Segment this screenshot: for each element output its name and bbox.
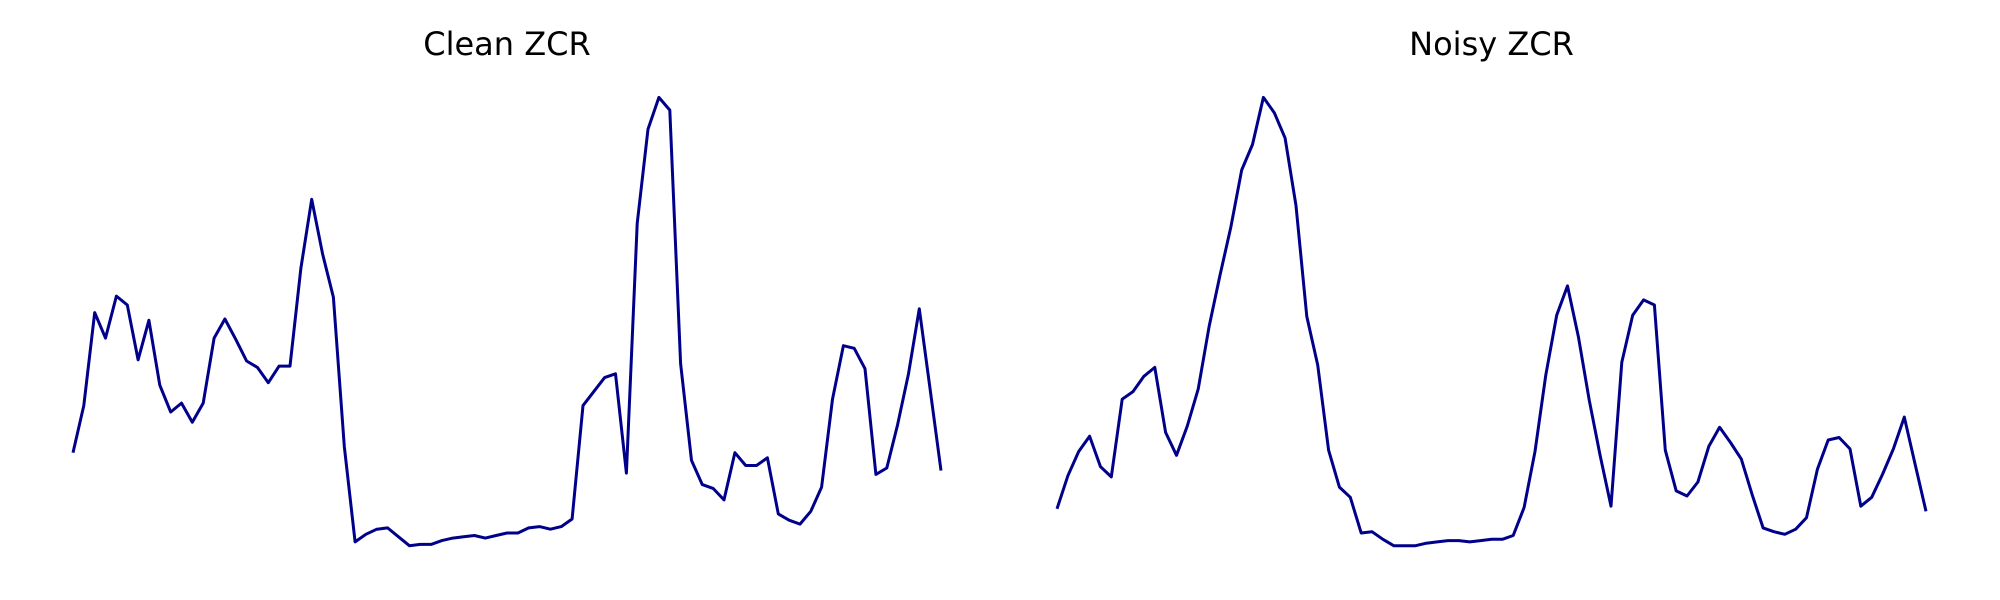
zcr-line xyxy=(1055,95,1928,548)
chart-title: Noisy ZCR xyxy=(1409,25,1574,63)
chart-title: Clean ZCR xyxy=(423,25,590,63)
zcr-line xyxy=(71,95,943,548)
